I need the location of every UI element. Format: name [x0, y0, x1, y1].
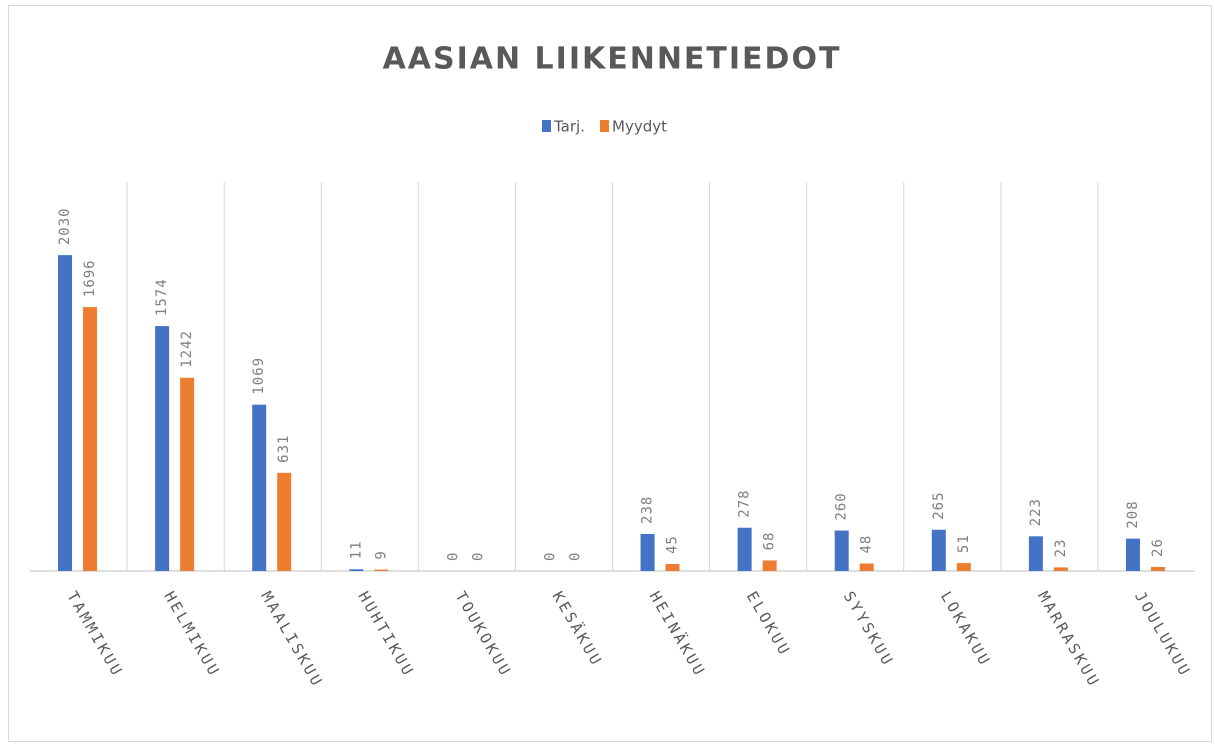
value-label: 0 — [542, 552, 558, 561]
bar — [931, 529, 946, 571]
bar — [640, 533, 655, 571]
bar — [859, 563, 874, 571]
bar — [1125, 538, 1140, 571]
legend-label: Myydyt — [612, 118, 667, 136]
value-label: 278 — [737, 489, 753, 517]
value-label: 1069 — [251, 357, 267, 395]
value-label: 1242 — [179, 330, 195, 368]
bar — [665, 563, 680, 571]
bar — [277, 472, 292, 571]
value-label: 48 — [859, 535, 875, 554]
value-label: 45 — [665, 535, 681, 554]
legend-swatch — [600, 120, 609, 132]
bar — [1053, 567, 1068, 571]
bar — [834, 530, 849, 571]
legend-label: Tarj. — [553, 118, 585, 136]
value-label: 260 — [834, 492, 850, 520]
legend-swatch — [542, 120, 551, 132]
bar — [374, 569, 389, 571]
bar — [83, 307, 98, 571]
value-label: 265 — [931, 491, 947, 519]
bar — [1028, 536, 1043, 571]
value-label: 0 — [445, 552, 461, 561]
chart-title: AASIAN LIIKENNETIEDOT — [383, 42, 842, 77]
value-label: 238 — [640, 496, 656, 524]
bar — [252, 404, 267, 571]
bar — [349, 569, 364, 571]
bar — [180, 377, 195, 571]
value-label: 68 — [762, 532, 778, 551]
value-label: 51 — [956, 534, 972, 553]
bar — [1150, 566, 1165, 571]
bar — [58, 255, 73, 571]
value-label: 208 — [1125, 500, 1141, 528]
value-label: 23 — [1053, 539, 1069, 558]
chart-frame — [8, 5, 1212, 742]
value-label: 1696 — [82, 259, 98, 297]
value-label: 0 — [470, 552, 486, 561]
bar — [737, 527, 752, 571]
value-label: 0 — [567, 552, 583, 561]
value-label: 631 — [276, 435, 292, 463]
bar — [762, 560, 777, 571]
value-label: 11 — [348, 540, 364, 559]
bar — [155, 326, 170, 571]
value-label: 223 — [1028, 498, 1044, 526]
value-label: 9 — [373, 550, 389, 559]
value-label: 1574 — [154, 278, 170, 316]
value-label: 26 — [1150, 538, 1166, 557]
bar — [956, 563, 971, 571]
value-label: 2030 — [57, 207, 73, 245]
